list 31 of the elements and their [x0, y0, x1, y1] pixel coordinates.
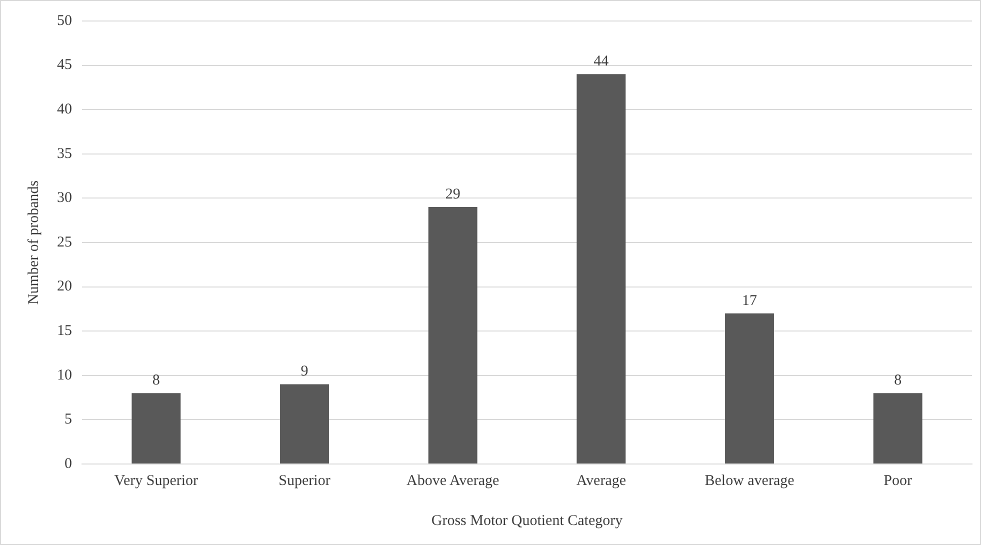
data-label: 29 — [445, 186, 460, 202]
y-tick-label: 0 — [64, 456, 72, 472]
bar — [280, 384, 329, 464]
bar — [576, 74, 626, 464]
y-tick-label: 25 — [57, 234, 72, 250]
x-tick-label: Poor — [884, 472, 912, 489]
data-label: 8 — [152, 372, 160, 389]
x-tick-label: Very Superior — [114, 472, 198, 489]
y-axis-title: Number of probands — [26, 180, 42, 305]
y-tick-label: 40 — [57, 102, 72, 118]
bar — [873, 393, 922, 464]
x-axis-title: Gross Motor Quotient Category — [431, 512, 624, 529]
x-tick-label: Average — [576, 472, 626, 489]
y-tick-label: 15 — [57, 323, 72, 340]
bar — [725, 313, 774, 464]
data-label: 8 — [894, 372, 902, 389]
y-tick-label: 35 — [57, 146, 72, 162]
data-label: 44 — [594, 54, 610, 70]
bar — [428, 207, 478, 464]
bar — [132, 393, 181, 464]
y-tick-label: 5 — [64, 412, 72, 428]
data-label: 9 — [300, 364, 308, 380]
x-tick-label: Below average — [704, 472, 795, 489]
y-tick-label: 50 — [57, 12, 72, 29]
y-tick-label: 10 — [57, 367, 72, 384]
x-tick-label: Superior — [278, 472, 330, 489]
y-tick-label: 30 — [57, 190, 72, 206]
y-tick-label: 20 — [57, 278, 72, 295]
y-tick-label: 45 — [57, 57, 72, 74]
data-label: 17 — [742, 292, 758, 309]
x-tick-label: Above Average — [406, 472, 500, 489]
